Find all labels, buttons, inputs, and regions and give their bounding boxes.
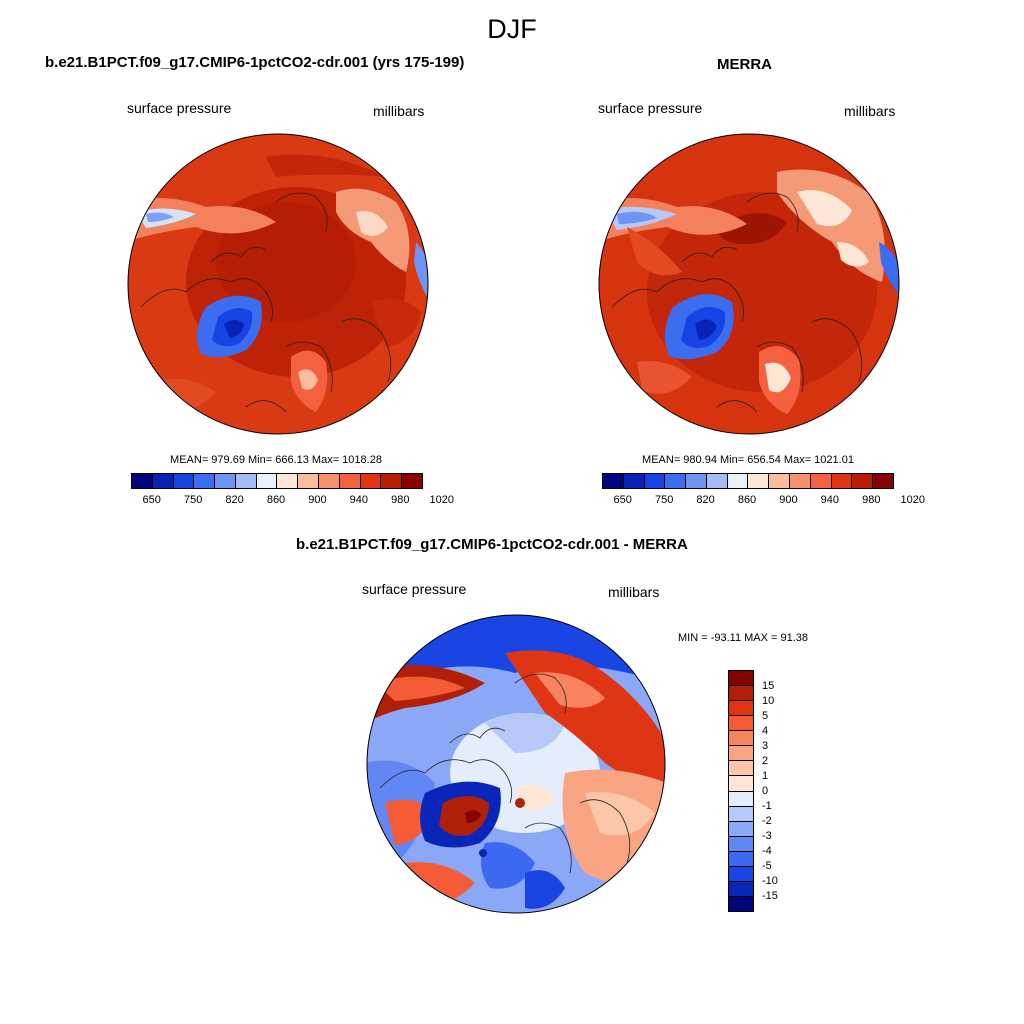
diff-colorbar-tick-label: -10 [762, 875, 778, 887]
model-colorbar-tick-label: 820 [225, 494, 244, 506]
model-colorbar-swatch [235, 474, 257, 488]
diff-colorbar-swatch [729, 851, 753, 867]
model-colorbar-swatch [173, 474, 195, 488]
obs-colorbar-tick-label: 820 [696, 494, 715, 506]
obs-variable-label: surface pressure [598, 100, 703, 116]
model-colorbar-swatch [402, 474, 422, 488]
obs-panel-title: MERRA [717, 56, 772, 73]
diff-panel-title: b.e21.B1PCT.f09_g17.CMIP6-1pctCO2-cdr.00… [296, 536, 688, 553]
diff-colorbar-tick-label: -3 [762, 830, 772, 842]
diff-colorbar-swatch [729, 791, 753, 807]
diff-colorbar-tick-label: 10 [762, 695, 775, 707]
model-colorbar-tick-label: 980 [391, 494, 410, 506]
model-variable-label: surface pressure [127, 100, 232, 116]
model-colorbar-swatch [360, 474, 382, 488]
model-colorbar-tick-label: 650 [142, 494, 161, 506]
obs-colorbar-swatch [727, 474, 749, 488]
diff-colorbar-swatch [729, 701, 753, 717]
model-colorbar-swatch [277, 474, 299, 488]
model-colorbar-swatch [381, 474, 403, 488]
obs-colorbar-swatch [873, 474, 893, 488]
diff-colorbar-swatch [729, 671, 753, 687]
obs-colorbar-swatch [852, 474, 874, 488]
diff-colorbar-swatch [729, 881, 753, 897]
diff-colorbar-tick-label: -4 [762, 845, 772, 857]
diff-colorbar-tick-label: -1 [762, 800, 772, 812]
obs-colorbar-swatch [686, 474, 707, 488]
model-colorbar [131, 473, 423, 489]
diff-min-max: MIN = -93.11 MAX = 91.38 [678, 632, 809, 644]
model-colorbar-swatch [194, 474, 216, 488]
model-colorbar-swatch [215, 474, 236, 488]
model-colorbar-swatch [339, 474, 361, 488]
diff-colorbar-tick-label: -15 [762, 890, 778, 902]
obs-stats: MEAN= 980.94 Min= 656.54 Max= 1021.01 [642, 454, 854, 466]
diff-units-label: millibars [608, 584, 660, 600]
model-polar-map [127, 133, 429, 435]
obs-colorbar-swatch [665, 474, 687, 488]
obs-colorbar-swatch [790, 474, 811, 488]
diff-colorbar-tick-label: 0 [762, 785, 769, 797]
diff-colorbar-swatch [729, 731, 753, 747]
diff-polar-map [366, 614, 666, 914]
diff-colorbar-swatch [729, 686, 753, 702]
model-colorbar-swatch [152, 474, 174, 488]
model-colorbar-ticks: 650 750 820 860 900 940 980 1020 [131, 494, 454, 508]
model-colorbar-tick-label: 940 [349, 494, 369, 506]
diff-colorbar-tick-label: 1 [762, 770, 769, 782]
diff-colorbar-swatch [729, 716, 753, 732]
diff-colorbar-tick-label: 4 [762, 725, 769, 737]
model-colorbar-tick-label: 750 [183, 494, 203, 506]
obs-colorbar-swatch [748, 474, 770, 488]
diff-colorbar-swatch [729, 746, 753, 762]
model-units-label: millibars [373, 103, 425, 119]
model-panel-title: b.e21.B1PCT.f09_g17.CMIP6-1pctCO2-cdr.00… [45, 54, 465, 71]
model-colorbar-swatch [298, 474, 320, 488]
obs-colorbar-tick-label: 900 [779, 494, 798, 506]
obs-colorbar-swatch [623, 474, 645, 488]
obs-colorbar-tick-label: 980 [862, 494, 881, 506]
model-colorbar-swatch [132, 474, 153, 488]
model-colorbar-tick-label: 900 [308, 494, 327, 506]
obs-colorbar-tick-label: 650 [613, 494, 632, 506]
diff-variable-label: surface pressure [362, 581, 467, 597]
obs-colorbar-tick-label: 940 [820, 494, 840, 506]
model-colorbar-swatch [319, 474, 340, 488]
obs-units-label: millibars [844, 103, 896, 119]
obs-colorbar-swatch [644, 474, 666, 488]
obs-polar-map [598, 133, 900, 435]
obs-colorbar-tick-label: 1020 [900, 494, 925, 506]
diff-colorbar-tick-label: 5 [762, 710, 769, 722]
figure-title: DJF [487, 14, 537, 44]
obs-colorbar-swatch [831, 474, 853, 488]
obs-colorbar-swatch [603, 474, 624, 488]
model-colorbar-tick-label: 860 [266, 494, 286, 506]
diff-colorbar-swatch [729, 866, 753, 882]
diff-colorbar [728, 670, 754, 912]
obs-colorbar-swatch [769, 474, 791, 488]
diff-colorbar-swatch [729, 761, 753, 777]
obs-colorbar [602, 473, 894, 489]
diff-colorbar-swatch [729, 836, 753, 852]
diff-colorbar-swatch [729, 821, 753, 837]
obs-colorbar-tick-label: 750 [654, 494, 674, 506]
diff-colorbar-swatch [729, 806, 753, 822]
model-colorbar-swatch [256, 474, 278, 488]
diff-colorbar-tick-label: -5 [762, 860, 772, 872]
diff-colorbar-swatch [729, 896, 753, 911]
obs-colorbar-swatch [810, 474, 832, 488]
diff-colorbar-swatch [729, 776, 753, 792]
obs-colorbar-swatch [706, 474, 728, 488]
diff-colorbar-tick-label: 3 [762, 740, 769, 752]
model-stats: MEAN= 979.69 Min= 666.13 Max= 1018.28 [170, 454, 382, 466]
obs-colorbar-tick-label: 860 [737, 494, 757, 506]
diff-colorbar-tick-label: -2 [762, 815, 772, 827]
obs-colorbar-ticks: 650 750 820 860 900 940 980 1020 [602, 494, 925, 508]
model-colorbar-tick-label: 1020 [429, 494, 454, 506]
diff-colorbar-tick-label: 15 [762, 680, 775, 692]
diff-colorbar-tick-label: 2 [762, 755, 769, 767]
